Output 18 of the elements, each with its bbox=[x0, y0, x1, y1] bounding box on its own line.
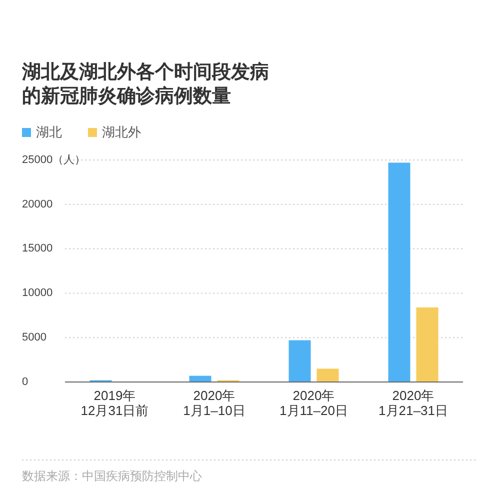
x-tick-label: 2020年 1月21–31日 bbox=[378, 388, 448, 418]
bar bbox=[388, 162, 410, 382]
y-tick-label: 0 bbox=[22, 376, 28, 388]
y-tick-label: 10000 bbox=[22, 287, 53, 300]
chart-title: 湖北及湖北外各个时间段发病的新冠肺炎确诊病例数量 bbox=[22, 61, 270, 109]
x-tick-label: 2020年 1月1–10日 bbox=[183, 388, 246, 418]
x-tick-label: 2019年 12月31日前 bbox=[80, 388, 149, 418]
legend-label: 湖北外 bbox=[102, 124, 141, 140]
y-tick-label: 25000（人） bbox=[22, 154, 86, 166]
y-tick-label: 15000 bbox=[22, 242, 53, 255]
bar bbox=[416, 307, 438, 382]
y-tick-label: 5000 bbox=[22, 332, 46, 344]
legend-label: 湖北 bbox=[36, 124, 62, 140]
bar bbox=[288, 340, 311, 382]
x-tick-label: 2020年 1月11–20日 bbox=[280, 388, 348, 418]
source-note: 数据来源：中国疾病预防控制中心 bbox=[22, 469, 202, 483]
y-tick-label: 20000 bbox=[22, 198, 53, 210]
bar bbox=[316, 368, 339, 382]
